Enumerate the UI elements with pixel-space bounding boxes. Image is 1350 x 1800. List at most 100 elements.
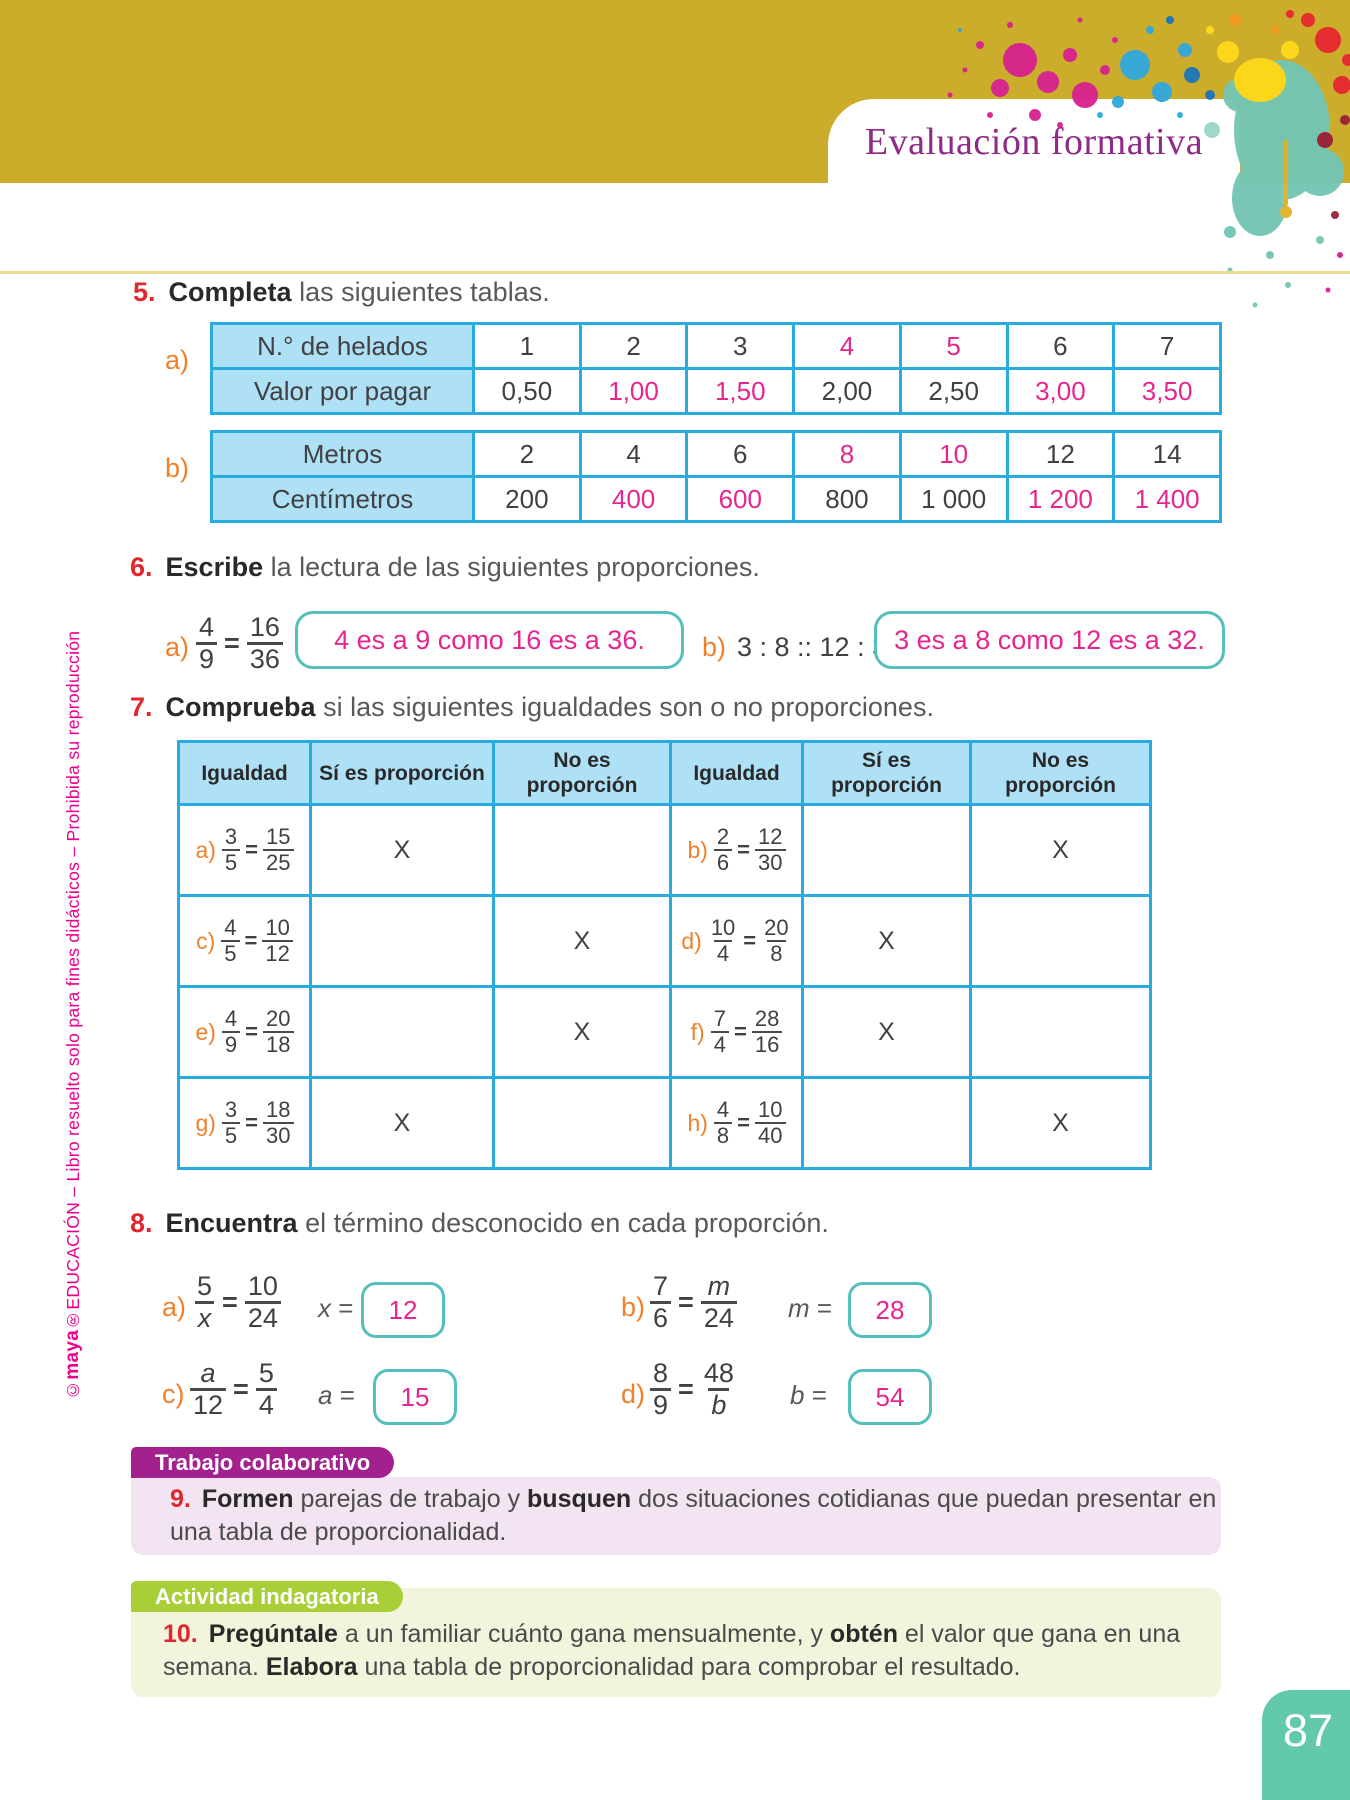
- cell: 800: [792, 475, 902, 523]
- cell: 1: [472, 322, 582, 370]
- cell: 3,50: [1112, 367, 1222, 415]
- cell: 2: [472, 430, 582, 478]
- cell: 8: [792, 430, 902, 478]
- page-number: 87: [1283, 1705, 1334, 1756]
- mark-cell: X: [969, 1076, 1152, 1170]
- cell: 2: [578, 322, 689, 370]
- variable-label: m =: [788, 1293, 833, 1323]
- cell: 6: [1005, 322, 1116, 370]
- table-row: e) 4 9 = 20 18 X f) 7 4 = 28 16 X: [177, 985, 1152, 1079]
- copyright-text: ®EDUCACIÓN – Libro resuelto solo para fi…: [63, 630, 83, 1330]
- answer-box-6a: 4 es a 9 como 16 es a 36.: [295, 611, 684, 669]
- cell: 1,50: [685, 367, 796, 415]
- mark-cell: [801, 803, 972, 897]
- cell: 4: [792, 322, 902, 370]
- item-label: c): [162, 1379, 185, 1409]
- row-header: Metros: [210, 430, 475, 478]
- cell: 600: [685, 475, 796, 523]
- answer-box-8b: 28: [848, 1282, 932, 1338]
- mark-cell: [309, 985, 495, 1079]
- exercise6-heading: 6. Escribe la lectura de las siguientes p…: [130, 552, 760, 582]
- cell: 1 400: [1112, 475, 1222, 523]
- page-number-box: 87: [1262, 1690, 1350, 1800]
- exercise10-text: 10. Pregúntale a un familiar cuánto gana …: [163, 1620, 1181, 1681]
- cell: 1,00: [578, 367, 689, 415]
- exercise8-heading: 8. Encuentra el término desconocido en ca…: [130, 1208, 829, 1238]
- table-row: c) 4 5 = 10 12 X d) 10 4 = 20 8 X: [177, 894, 1152, 988]
- exercise5-heading: 5. Completa las siguientes tablas.: [133, 277, 550, 307]
- cell: 10: [898, 430, 1009, 478]
- exercise9-text: 9. Formen parejas de trabajo y busquen do…: [170, 1485, 1217, 1546]
- answer-text: 4 es a 9 como 16 es a 36.: [334, 624, 645, 655]
- cell: 1 200: [1005, 475, 1116, 523]
- cell: 400: [578, 475, 689, 523]
- table-header-row: Igualdad Sí es proporción No es proporció…: [177, 740, 1152, 806]
- brand-name: maya: [62, 1329, 83, 1380]
- mark-cell: [969, 985, 1152, 1079]
- variable-label: x =: [318, 1293, 354, 1323]
- row-header: Centímetros: [210, 475, 475, 523]
- table-row: a) 3 5 = 15 25 X b) 2 6 = 12 30 X: [177, 803, 1152, 897]
- cell: 6: [685, 430, 796, 478]
- item-label: d): [621, 1379, 646, 1409]
- mark-cell: [492, 803, 672, 897]
- cell: 0,50: [472, 367, 582, 415]
- table-row: g) 3 5 = 18 30 X h) 4 8 = 10 40 X: [177, 1076, 1152, 1170]
- item-label: b): [621, 1292, 646, 1322]
- mark-cell: [969, 894, 1152, 988]
- collaborative-work-badge: Trabajo colaborativo: [131, 1447, 395, 1478]
- mark-cell: X: [801, 894, 972, 988]
- cell: 1 000: [898, 475, 1009, 523]
- answer-box-8a: 12: [361, 1282, 445, 1338]
- cell: 14: [1112, 430, 1222, 478]
- mark-cell: X: [309, 803, 495, 897]
- mark-cell: X: [492, 894, 672, 988]
- cell: 2,00: [792, 367, 902, 415]
- exercise7-heading: 7. Comprueba si las siguientes igualdades…: [130, 692, 934, 722]
- mark-cell: X: [309, 1076, 495, 1170]
- cell: 2,50: [898, 367, 1009, 415]
- cell: 200: [472, 475, 582, 523]
- page-title: Evaluación formativa: [864, 121, 1204, 163]
- mark-cell: [492, 1076, 672, 1170]
- header-divider-line: [0, 271, 1350, 274]
- answer-box-6b: 3 es a 8 como 12 es a 32.: [874, 611, 1225, 669]
- copyright-symbol: ©: [63, 1379, 83, 1400]
- answer-box-8c: 15: [373, 1369, 457, 1425]
- mark-cell: X: [969, 803, 1152, 897]
- variable-label: a =: [318, 1380, 355, 1410]
- answer-box-8d: 54: [848, 1369, 932, 1425]
- proportions-check-table: Igualdad Sí es proporción No es proporció…: [177, 740, 1152, 1170]
- mark-cell: [801, 1076, 972, 1170]
- paint-splatter-graphic: [947, 10, 1350, 308]
- table-metros: Metros 2 4 6 8 10 12 14 Centímetros 200 …: [210, 430, 1222, 523]
- cell: 4: [578, 430, 689, 478]
- row-header: N.° de helados: [210, 322, 475, 370]
- table-helados: N.° de helados 1 2 3 4 5 6 7 Valor por p…: [210, 322, 1222, 415]
- cell: 12: [1005, 430, 1116, 478]
- cell: 7: [1112, 322, 1222, 370]
- mark-cell: [309, 894, 495, 988]
- item-b-label: b): [702, 632, 727, 662]
- collaborative-work-panel: [131, 1477, 1221, 1555]
- table-b-label: b): [165, 453, 190, 483]
- cell: 3: [685, 322, 796, 370]
- answer-text: 3 es a 8 como 12 es a 32.: [894, 624, 1205, 655]
- cell: 5: [898, 322, 1009, 370]
- mark-cell: X: [492, 985, 672, 1079]
- cell: 3,00: [1005, 367, 1116, 415]
- variable-label: b =: [790, 1380, 827, 1410]
- mark-cell: X: [801, 985, 972, 1079]
- item-label: a): [162, 1292, 187, 1322]
- row-header: Valor por pagar: [210, 367, 475, 415]
- table-a-label: a): [165, 345, 190, 375]
- sidebar-copyright: ©maya®EDUCACIÓN – Libro resuelto solo pa…: [62, 470, 84, 1400]
- item-a-label: a): [165, 632, 190, 662]
- inquiry-activity-badge: Actividad indagatoria: [131, 1581, 403, 1612]
